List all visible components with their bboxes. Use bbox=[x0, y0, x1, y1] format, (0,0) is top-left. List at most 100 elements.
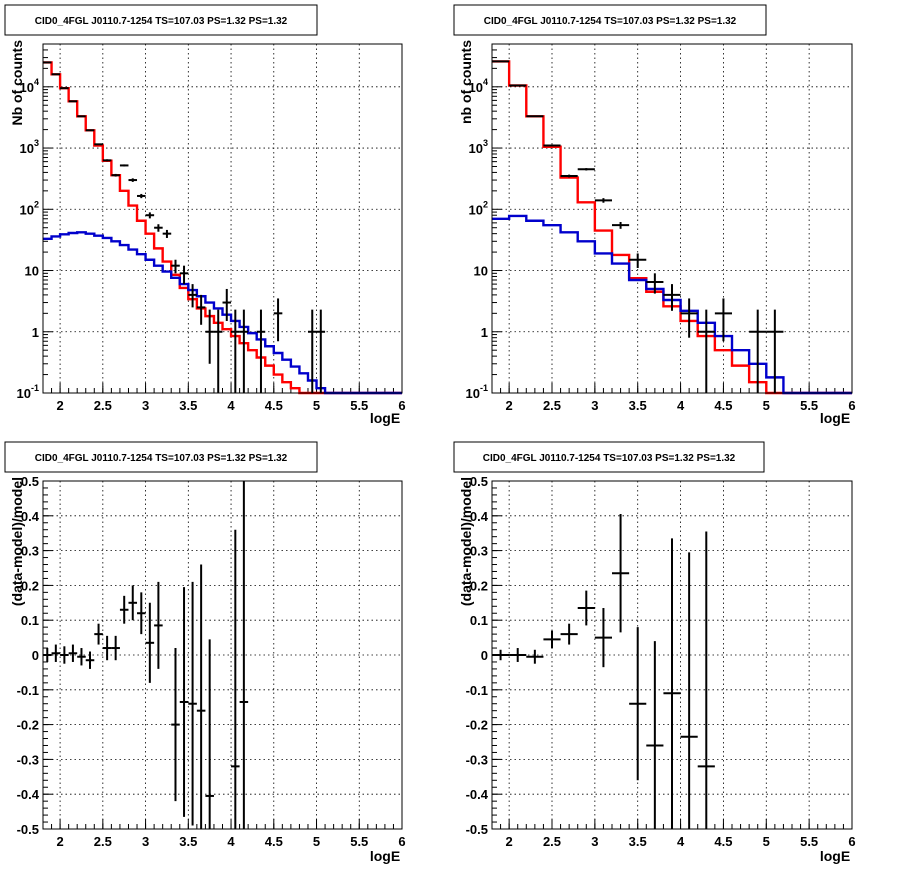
data-point bbox=[594, 198, 612, 203]
title-box bbox=[453, 441, 765, 473]
y-tick-label: 10-1 bbox=[466, 383, 488, 401]
x-tick-label: 3.5 bbox=[629, 834, 647, 849]
y-tick-label: 0.2 bbox=[470, 578, 488, 593]
data-point bbox=[663, 284, 681, 311]
y-tick-label: 0.3 bbox=[470, 544, 488, 559]
data-point bbox=[51, 73, 61, 76]
y-tick-label: 0.1 bbox=[21, 613, 39, 628]
data-point bbox=[145, 212, 155, 219]
residual-point bbox=[154, 581, 163, 669]
y-tick-label: 0.3 bbox=[21, 544, 39, 559]
residual-point bbox=[111, 635, 120, 661]
y-tick-label: -0.5 bbox=[17, 822, 39, 837]
chart-title: CID0_4FGL J0110.7-1254 TS=107.03 PS=1.32… bbox=[483, 453, 736, 464]
title-box bbox=[4, 4, 318, 36]
residual-point bbox=[526, 649, 544, 664]
data-point bbox=[231, 309, 240, 393]
y-tick-label: 102 bbox=[20, 199, 39, 217]
y-tick-label: 10 bbox=[474, 264, 488, 279]
histogram-series-1 bbox=[43, 61, 402, 395]
y-tick-exponent: 3 bbox=[483, 138, 488, 148]
x-tick-label: 4.5 bbox=[714, 398, 732, 413]
residual-point bbox=[646, 641, 664, 829]
x-tick-label: 3 bbox=[591, 398, 598, 413]
plot-frame bbox=[491, 480, 853, 830]
x-axis-title: logE bbox=[370, 848, 400, 864]
x-tick-label: 6 bbox=[398, 834, 405, 849]
chart-panel-2: CID0_4FGL J0110.7-1254 TS=107.03 PS=1.32… bbox=[453, 4, 856, 426]
residual-point bbox=[492, 649, 510, 661]
y-axis-title: (data-model)/model bbox=[9, 477, 25, 606]
x-tick-label: 5.5 bbox=[800, 834, 818, 849]
chart-panel-1: CID0_4FGL J0110.7-1254 TS=107.03 PS=1.32… bbox=[4, 4, 406, 426]
y-axis-title: (data-model)/model bbox=[458, 477, 474, 606]
y-tick-label: 0 bbox=[32, 648, 39, 663]
y-tick-label: -0.3 bbox=[466, 752, 488, 767]
chart-title: CID0_4FGL J0110.7-1254 TS=107.03 PS=1.32… bbox=[484, 16, 737, 27]
data-point bbox=[154, 224, 163, 232]
data-point bbox=[273, 298, 283, 342]
data-point bbox=[222, 288, 232, 321]
data-point bbox=[560, 174, 578, 178]
histogram-series-1 bbox=[492, 60, 852, 395]
x-tick-label: 5.5 bbox=[350, 834, 368, 849]
x-tick-label: 3.5 bbox=[179, 398, 197, 413]
data-point bbox=[102, 159, 112, 162]
plot-frame bbox=[491, 43, 853, 394]
residual-point bbox=[509, 648, 527, 662]
plot-frame bbox=[42, 43, 403, 394]
y-tick-exponent: 2 bbox=[34, 199, 39, 209]
y-tick-label: 1 bbox=[481, 325, 488, 340]
y-tick-label: 1 bbox=[32, 325, 39, 340]
data-point bbox=[111, 173, 120, 177]
chart-panel-3: CID0_4FGL J0110.7-1254 TS=107.03 PS=1.32… bbox=[4, 441, 406, 864]
data-point bbox=[77, 115, 86, 118]
x-tick-label: 2.5 bbox=[543, 398, 561, 413]
residual-point bbox=[231, 529, 240, 829]
x-tick-label: 6 bbox=[398, 398, 405, 413]
histogram-series-2 bbox=[43, 231, 402, 395]
residual-point bbox=[68, 644, 78, 662]
residual-point bbox=[560, 623, 578, 645]
x-axis-title: logE bbox=[370, 410, 400, 426]
y-tick-label: -0.4 bbox=[17, 787, 40, 802]
x-tick-label: 4 bbox=[677, 398, 685, 413]
residual-point bbox=[128, 585, 138, 621]
y-tick-label: -0.5 bbox=[466, 822, 488, 837]
data-point bbox=[307, 309, 317, 393]
residual-point bbox=[137, 592, 146, 635]
x-tick-label: 2 bbox=[506, 834, 513, 849]
x-tick-label: 5 bbox=[313, 398, 320, 413]
y-tick-label: 103 bbox=[20, 138, 39, 156]
data-point bbox=[179, 265, 189, 285]
data-point bbox=[766, 309, 784, 393]
x-tick-label: 5.5 bbox=[350, 398, 368, 413]
y-tick-label: -0.1 bbox=[17, 683, 39, 698]
residual-point bbox=[205, 639, 214, 829]
y-tick-label: -0.3 bbox=[17, 752, 39, 767]
residual-point bbox=[663, 538, 681, 829]
x-tick-label: 2.5 bbox=[94, 398, 112, 413]
data-point bbox=[526, 115, 544, 118]
residual-point bbox=[94, 623, 103, 645]
y-tick-label: 0.4 bbox=[470, 509, 489, 524]
data-point bbox=[646, 273, 664, 294]
residual-point bbox=[85, 651, 95, 669]
data-point bbox=[128, 178, 138, 182]
y-tick-label: -0.4 bbox=[466, 787, 489, 802]
residual-point bbox=[77, 648, 86, 666]
x-tick-label: 6 bbox=[848, 834, 855, 849]
x-tick-label: 4.5 bbox=[265, 834, 283, 849]
y-axis-title: Nb of counts bbox=[9, 40, 25, 126]
residual-point bbox=[239, 481, 249, 829]
residual-point bbox=[171, 648, 180, 802]
data-point bbox=[68, 100, 78, 103]
x-tick-label: 4 bbox=[227, 834, 235, 849]
x-tick-label: 3.5 bbox=[629, 398, 647, 413]
chart-title: CID0_4FGL J0110.7-1254 TS=107.03 PS=1.32… bbox=[35, 16, 288, 27]
residual-point bbox=[577, 590, 595, 626]
data-point bbox=[543, 144, 561, 147]
plot-frame bbox=[42, 480, 403, 830]
data-point bbox=[94, 143, 103, 146]
